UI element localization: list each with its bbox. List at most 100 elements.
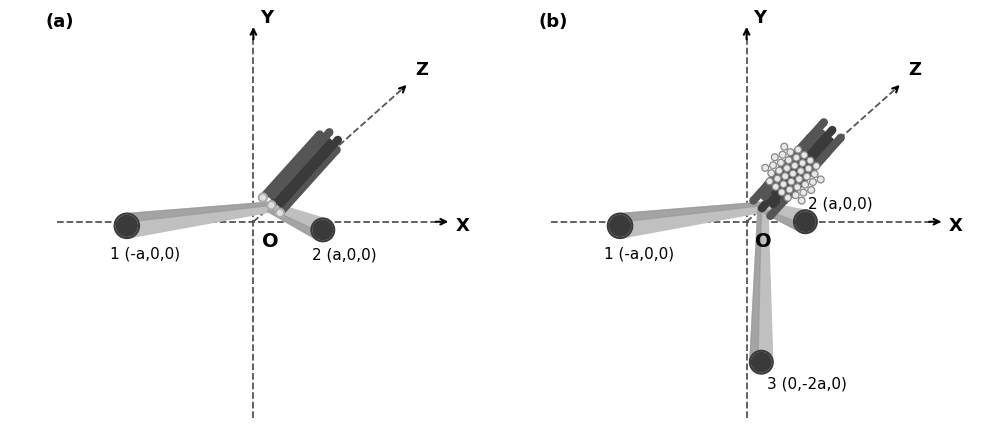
Circle shape — [783, 165, 790, 172]
Circle shape — [277, 199, 285, 207]
Circle shape — [766, 212, 774, 220]
Text: 3 (0,-2a,0): 3 (0,-2a,0) — [767, 377, 847, 392]
Circle shape — [608, 213, 632, 238]
Circle shape — [766, 178, 773, 185]
Circle shape — [324, 138, 332, 146]
Circle shape — [823, 149, 831, 157]
Circle shape — [275, 209, 284, 217]
Circle shape — [768, 170, 775, 177]
Circle shape — [267, 201, 276, 210]
Circle shape — [780, 181, 787, 188]
Polygon shape — [268, 202, 327, 240]
Circle shape — [796, 176, 802, 183]
Circle shape — [316, 131, 324, 138]
Text: (a): (a) — [45, 14, 74, 31]
Circle shape — [325, 128, 334, 136]
Circle shape — [276, 209, 284, 217]
Circle shape — [116, 215, 137, 236]
Circle shape — [798, 197, 805, 204]
Circle shape — [803, 173, 810, 180]
Circle shape — [752, 352, 771, 372]
Circle shape — [750, 351, 773, 374]
Text: O: O — [262, 232, 278, 250]
Circle shape — [806, 133, 814, 142]
Circle shape — [772, 183, 779, 190]
Circle shape — [269, 191, 277, 199]
Circle shape — [761, 192, 769, 201]
Circle shape — [801, 152, 808, 158]
Bar — [759, 142, 822, 211]
Circle shape — [817, 176, 824, 183]
Text: (b): (b) — [538, 14, 568, 31]
Bar — [767, 150, 830, 219]
Polygon shape — [750, 207, 761, 362]
Polygon shape — [618, 202, 763, 222]
Text: 2 (a,0,0): 2 (a,0,0) — [312, 248, 377, 263]
Circle shape — [820, 118, 828, 127]
Circle shape — [837, 134, 845, 142]
Bar — [764, 120, 827, 188]
Polygon shape — [268, 209, 321, 240]
Text: X: X — [949, 217, 963, 235]
Bar — [770, 138, 833, 207]
Circle shape — [784, 194, 791, 201]
Circle shape — [771, 154, 778, 161]
Text: Z: Z — [415, 61, 428, 79]
Circle shape — [778, 189, 785, 196]
Circle shape — [828, 126, 836, 134]
Polygon shape — [761, 209, 804, 232]
Circle shape — [749, 197, 757, 205]
Circle shape — [808, 187, 815, 194]
Text: X: X — [456, 217, 470, 235]
Circle shape — [762, 164, 769, 171]
Text: Z: Z — [908, 61, 921, 79]
Bar — [268, 139, 331, 208]
Circle shape — [799, 160, 806, 167]
Text: O: O — [755, 232, 771, 250]
Polygon shape — [618, 202, 764, 238]
Polygon shape — [125, 202, 270, 238]
Text: Y: Y — [753, 8, 766, 26]
Bar — [277, 147, 340, 216]
Circle shape — [259, 194, 267, 202]
Text: 1 (-a,0,0): 1 (-a,0,0) — [110, 246, 181, 261]
Bar — [762, 131, 825, 199]
Circle shape — [763, 181, 771, 190]
Circle shape — [794, 184, 801, 191]
Circle shape — [790, 170, 796, 177]
Circle shape — [781, 143, 788, 150]
Circle shape — [793, 154, 800, 161]
Circle shape — [811, 171, 818, 177]
Circle shape — [770, 162, 776, 169]
Circle shape — [776, 167, 783, 174]
Circle shape — [792, 192, 799, 198]
Polygon shape — [125, 202, 270, 222]
Circle shape — [815, 141, 823, 149]
Polygon shape — [750, 207, 773, 363]
Circle shape — [807, 157, 814, 164]
Polygon shape — [761, 202, 809, 232]
Circle shape — [115, 213, 139, 238]
Circle shape — [334, 136, 342, 144]
Circle shape — [794, 210, 817, 233]
Circle shape — [785, 157, 792, 164]
Circle shape — [813, 163, 820, 169]
Circle shape — [797, 168, 804, 175]
Circle shape — [787, 149, 794, 156]
Circle shape — [769, 200, 777, 208]
Bar — [772, 127, 835, 196]
Bar — [278, 137, 341, 206]
Circle shape — [826, 137, 834, 145]
Circle shape — [802, 181, 809, 188]
Circle shape — [777, 159, 784, 166]
Circle shape — [805, 165, 812, 172]
Circle shape — [267, 201, 275, 209]
Circle shape — [791, 162, 798, 169]
Bar — [750, 135, 813, 203]
Circle shape — [277, 210, 282, 215]
Circle shape — [269, 203, 274, 208]
Circle shape — [610, 215, 630, 236]
Circle shape — [795, 146, 802, 153]
Text: 2 (a,0,0): 2 (a,0,0) — [808, 197, 872, 212]
Circle shape — [817, 129, 826, 138]
